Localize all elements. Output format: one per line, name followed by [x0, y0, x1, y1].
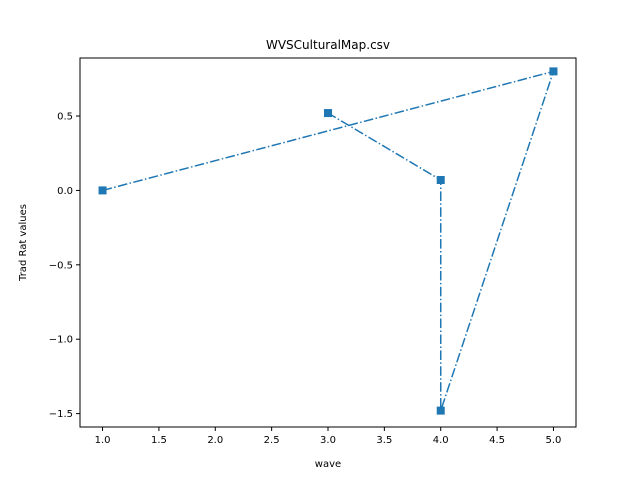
- data-point-marker: [549, 67, 558, 76]
- x-tick-label: 1.0: [95, 435, 111, 446]
- y-tick-label: −1.0: [49, 335, 73, 346]
- data-point-marker: [436, 406, 445, 415]
- y-tick-label: 0.5: [57, 112, 73, 123]
- x-tick-label: 4.5: [489, 435, 505, 446]
- x-tick-label: 2.0: [207, 435, 223, 446]
- x-axis: 1.0 1.5 2.0 2.5 3.0 3.5 4.0 4.5 5.0: [95, 427, 562, 446]
- data-point-marker: [98, 186, 107, 195]
- data-point-marker: [436, 176, 445, 185]
- x-axis-label: wave: [315, 459, 341, 470]
- x-tick-label: 1.5: [151, 435, 167, 446]
- y-axis: −1.5 −1.0 −0.5 0.0 0.5: [49, 112, 80, 420]
- x-tick-label: 3.0: [320, 435, 336, 446]
- y-tick-label: −1.5: [49, 409, 73, 420]
- plot-area: [98, 67, 558, 415]
- y-tick-label: −0.5: [49, 260, 73, 271]
- y-axis-label: Trad Rat values: [18, 204, 29, 282]
- x-tick-label: 3.5: [376, 435, 392, 446]
- y-tick-label: 0.0: [57, 186, 73, 197]
- data-point-marker: [324, 109, 332, 118]
- x-tick-label: 5.0: [546, 435, 562, 446]
- x-tick-label: 4.0: [433, 435, 449, 446]
- chart-title: WVSCulturalMap.csv: [266, 38, 390, 52]
- x-tick-label: 2.5: [264, 435, 280, 446]
